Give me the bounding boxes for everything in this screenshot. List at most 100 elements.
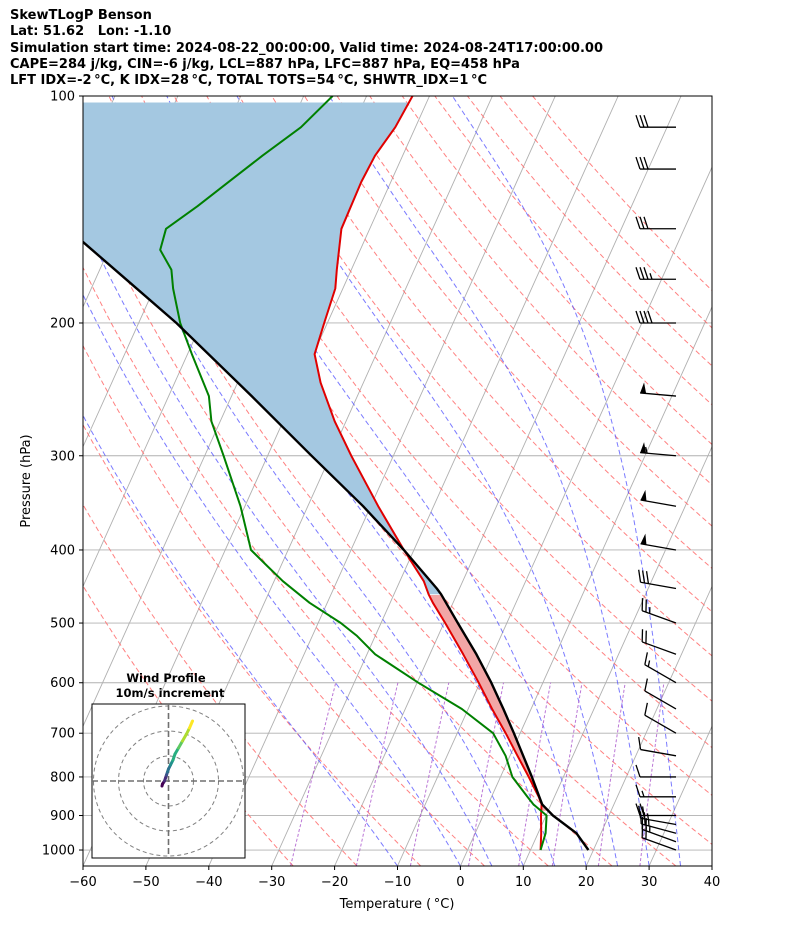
y-tick-label: 200 [50,316,75,331]
x-tick-label: −40 [195,875,222,890]
barb-staff [644,690,677,710]
wind-barb [644,702,677,734]
barb-staff [640,817,677,826]
barb-full [643,156,649,170]
x-tick-label: −10 [384,875,411,890]
dewpoint-line [159,96,548,851]
dry-adiabat-line [369,96,712,486]
x-tick-label: −20 [321,875,348,890]
barb-half [646,813,650,820]
isotherm-line [459,305,712,866]
moist-adiabat-line [83,131,524,866]
barb-full [643,115,649,128]
barb-half [647,660,651,667]
barb-full [639,216,645,229]
mixing-ratio-line [551,682,583,866]
x-tick-label: 10 [515,875,532,890]
x-tick-label: 30 [641,875,658,890]
mixing-ratio-line [290,682,337,866]
barb-staff [640,581,677,590]
isotherm-line [271,96,619,866]
barb-full [641,570,646,584]
barb-full [639,267,645,280]
chart-header: SkewTLogP Benson Lat: 51.62 Lon: -1.10 Sim… [10,8,603,89]
hodograph-segment [188,719,194,730]
moist-adiabat-line [166,96,587,866]
dry-adiabat-line [83,266,549,866]
barb-full [639,115,645,128]
barb-full [647,310,653,324]
inset-title: Wind Profile [126,671,206,685]
barb-staff [641,641,677,655]
barb-staff [641,610,677,624]
barb-flag [640,382,647,394]
wind-barb [640,489,677,507]
barb-staff [641,837,677,851]
barb-full [635,803,641,816]
moist-adiabat-line [83,414,398,866]
wind-barb [635,216,676,230]
y-axis-label: Pressure (hPa) [19,434,34,527]
x-tick-label: −30 [258,875,285,890]
barb-full [644,652,648,665]
stability-indices: LFT IDX=-2 °C, K IDX=28 °C, TOTAL TOTS=5… [10,73,488,89]
isotherm-line [397,166,712,866]
wind-barb [644,678,677,710]
barb-full [638,736,642,750]
wind-barb [638,736,677,757]
dry-adiabat-line [141,96,712,796]
moist-adiabat-line [83,219,493,866]
mixing-ratio-line [639,682,665,866]
dry-adiabat-line [83,584,294,866]
dry-adiabat-line [206,96,712,702]
isotherm-line [334,96,682,866]
mixing-ratio-line [409,682,450,866]
y-tick-label: 700 [50,727,75,742]
barb-full [644,678,648,692]
dry-adiabat-line [108,96,712,845]
barb-flag [640,533,647,545]
x-tick-label: −60 [69,875,96,890]
y-tick-label: 500 [50,617,75,632]
dry-adiabat-line [173,96,712,749]
barb-half [649,273,653,280]
barb-full [645,571,650,584]
station-title: SkewTLogP Benson [10,8,152,23]
dry-adiabat-line [271,96,712,613]
barb-staff [644,664,677,684]
cape-cin-levels: CAPE=284 j/kg, CIN=-6 j/kg, LCL=887 hPa,… [10,56,520,72]
inset-subtitle: 10m/s increment [116,686,225,700]
moist-adiabat-line [328,96,650,866]
moist-adiabat-line [236,96,619,866]
simulation-times: Simulation start time: 2024-08-22_00:00:… [10,40,603,56]
shading-cin-upper [83,102,442,595]
background-lines [83,96,712,866]
x-tick-label: 0 [456,875,464,890]
wind-barb [640,382,677,397]
barb-full [635,267,641,280]
wind-barb [635,115,676,128]
y-tick-label: 400 [50,543,75,558]
wind-profile-inset: Wind Profile 10m/s increment [91,671,246,859]
wind-barb [635,310,676,324]
wind-barb [641,598,677,624]
barb-full [635,156,641,170]
barb-full [643,267,649,280]
y-axis-ticks: 100 200 300 400 500 600 700 800 900 1000 [42,90,83,859]
moist-adiabat-line [451,96,681,866]
wind-barb [640,533,677,551]
x-tick-label: 40 [704,875,721,890]
y-tick-label: 800 [50,770,75,785]
barb-full [635,115,641,128]
barb-staff [641,828,677,843]
barb-full [643,310,649,324]
barb-flag [640,489,647,502]
isotherm-line [585,585,712,866]
wind-barb [635,803,676,817]
barb-full [635,764,641,778]
barb-full [639,310,645,324]
x-tick-label: −50 [132,875,159,890]
isotherm-line [208,96,556,866]
dry-adiabat-line [532,96,712,292]
